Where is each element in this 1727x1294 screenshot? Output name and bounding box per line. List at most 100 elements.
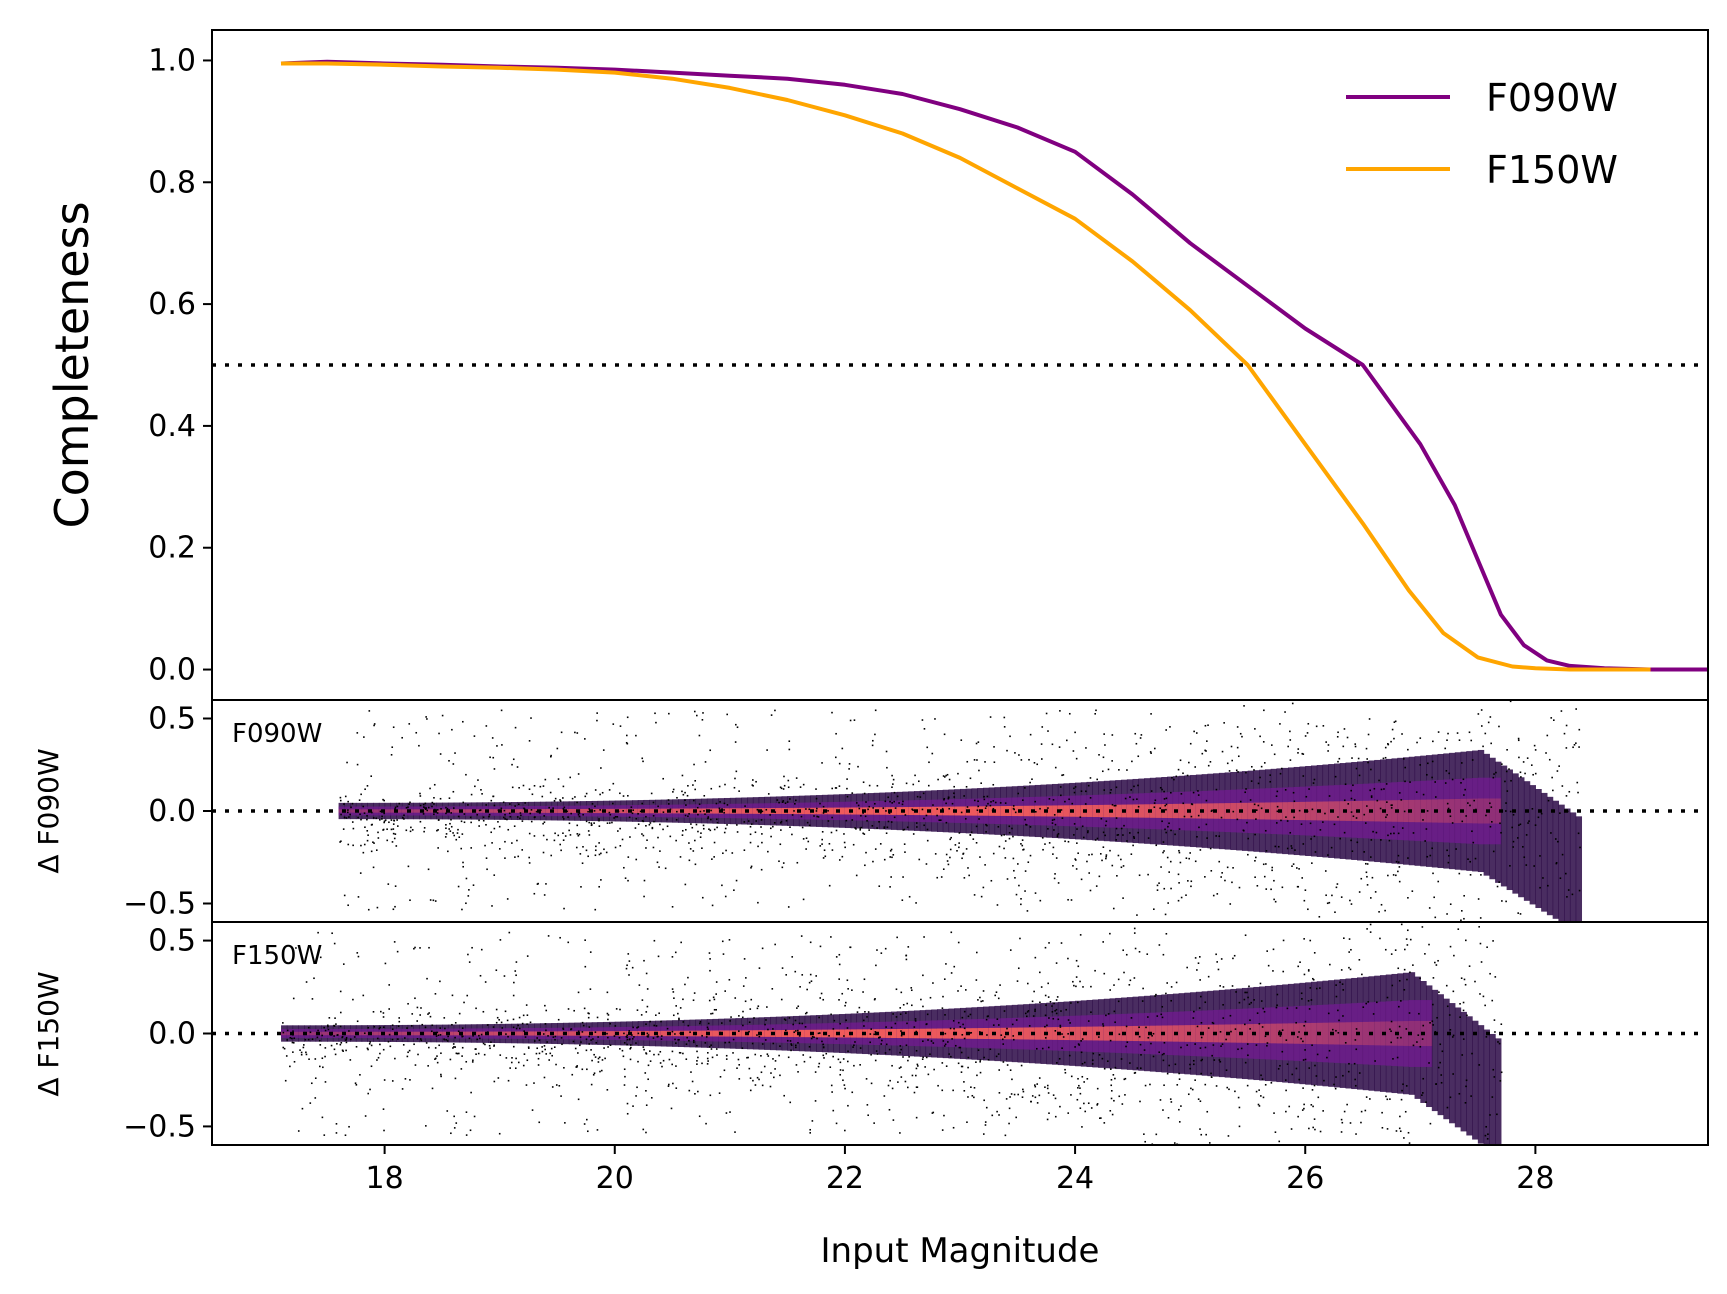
density-cell-mid	[1437, 779, 1444, 843]
outlier-point	[756, 1076, 759, 1079]
outlier-point	[950, 836, 952, 839]
outlier-point	[675, 819, 678, 821]
outlier-point	[440, 1075, 442, 1078]
outlier-point	[688, 859, 691, 862]
outlier-point	[333, 1024, 335, 1027]
outlier-point	[1060, 1010, 1062, 1012]
outlier-point	[570, 1028, 573, 1030]
outlier-point	[465, 1134, 468, 1136]
outlier-point	[1264, 1035, 1267, 1038]
outlier-point	[406, 1027, 408, 1029]
outlier-point	[758, 967, 761, 969]
outlier-point	[649, 1020, 651, 1023]
outlier-point	[903, 843, 906, 845]
density-cell-mid	[1385, 1001, 1393, 1066]
outlier-point	[819, 845, 822, 847]
outlier-point	[726, 804, 729, 806]
outlier-point	[1067, 898, 1069, 901]
outlier-point	[784, 1029, 787, 1032]
outlier-point	[1286, 820, 1289, 822]
outlier-point	[1110, 1097, 1113, 1100]
outlier-point	[939, 819, 942, 821]
outlier-point	[1133, 835, 1135, 838]
outlier-point	[1056, 835, 1059, 838]
outlier-point	[1164, 913, 1167, 916]
outlier-point	[798, 1035, 801, 1037]
outlier-point	[398, 802, 401, 805]
outlier-point	[696, 1044, 698, 1047]
outlier-point	[613, 817, 615, 819]
outlier-point	[1192, 791, 1195, 794]
outlier-point	[1563, 732, 1566, 735]
outlier-point	[892, 1119, 895, 1121]
outlier-point	[1575, 708, 1577, 710]
outlier-point	[1035, 1047, 1038, 1050]
density-cell-core	[764, 808, 771, 814]
outlier-point	[1366, 928, 1368, 930]
outlier-point	[1531, 808, 1534, 810]
density-cell-core	[1063, 1026, 1070, 1041]
outlier-point	[413, 947, 415, 950]
outlier-point	[1334, 1087, 1337, 1090]
outlier-point	[1309, 987, 1312, 989]
outlier-point	[1051, 743, 1054, 746]
outlier-point	[1107, 768, 1110, 771]
density-cell-core	[1126, 804, 1134, 818]
outlier-point	[880, 1043, 883, 1045]
outlier-point	[694, 863, 697, 866]
outlier-point	[542, 1033, 545, 1035]
outlier-point	[821, 1040, 823, 1043]
outlier-point	[1472, 841, 1475, 844]
outlier-point	[656, 861, 659, 864]
outlier-point	[773, 821, 776, 824]
outlier-point	[1391, 984, 1394, 987]
density-cell-core	[1201, 803, 1209, 819]
outlier-point	[986, 795, 989, 798]
outlier-point	[636, 1026, 638, 1029]
outlier-point	[342, 1050, 344, 1052]
outlier-point	[876, 827, 878, 829]
density-cell-core	[1040, 805, 1047, 817]
outlier-point	[1545, 752, 1547, 754]
outlier-point	[929, 996, 932, 999]
outlier-point	[891, 1064, 893, 1067]
outlier-point	[1400, 923, 1403, 926]
outlier-point	[921, 1058, 924, 1060]
outlier-point	[701, 1034, 703, 1037]
outlier-point	[345, 1039, 347, 1041]
outlier-point	[391, 1024, 394, 1027]
outlier-point	[772, 1028, 774, 1030]
outlier-point	[427, 868, 430, 871]
density-cell-core	[775, 808, 783, 814]
outlier-point	[439, 797, 442, 800]
outlier-point	[1511, 826, 1514, 829]
outlier-point	[436, 1055, 438, 1057]
outlier-point	[324, 1081, 327, 1083]
outlier-point	[902, 800, 904, 803]
outlier-point	[382, 798, 384, 801]
outlier-point	[1213, 1059, 1216, 1061]
outlier-point	[608, 822, 611, 824]
outlier-point	[902, 829, 905, 831]
outlier-point	[526, 1023, 528, 1025]
outlier-point	[1197, 962, 1200, 965]
density-cell-core	[994, 1027, 1001, 1040]
outlier-point	[657, 1035, 659, 1038]
outlier-point	[1315, 725, 1318, 728]
outlier-point	[1231, 881, 1233, 884]
outlier-point	[680, 941, 682, 944]
outlier-point	[1191, 1088, 1194, 1091]
outlier-point	[1508, 768, 1510, 770]
outlier-point	[1279, 1035, 1282, 1037]
outlier-point	[485, 823, 487, 826]
outlier-point	[1307, 908, 1309, 911]
outlier-point	[1480, 961, 1483, 963]
outlier-point	[889, 850, 892, 852]
outlier-point	[899, 1132, 901, 1134]
outlier-point	[741, 1047, 744, 1049]
outlier-point	[900, 1076, 903, 1078]
outlier-point	[1033, 1084, 1036, 1086]
outlier-point	[1255, 809, 1258, 811]
outlier-point	[959, 1026, 962, 1028]
outlier-point	[1417, 1034, 1420, 1036]
